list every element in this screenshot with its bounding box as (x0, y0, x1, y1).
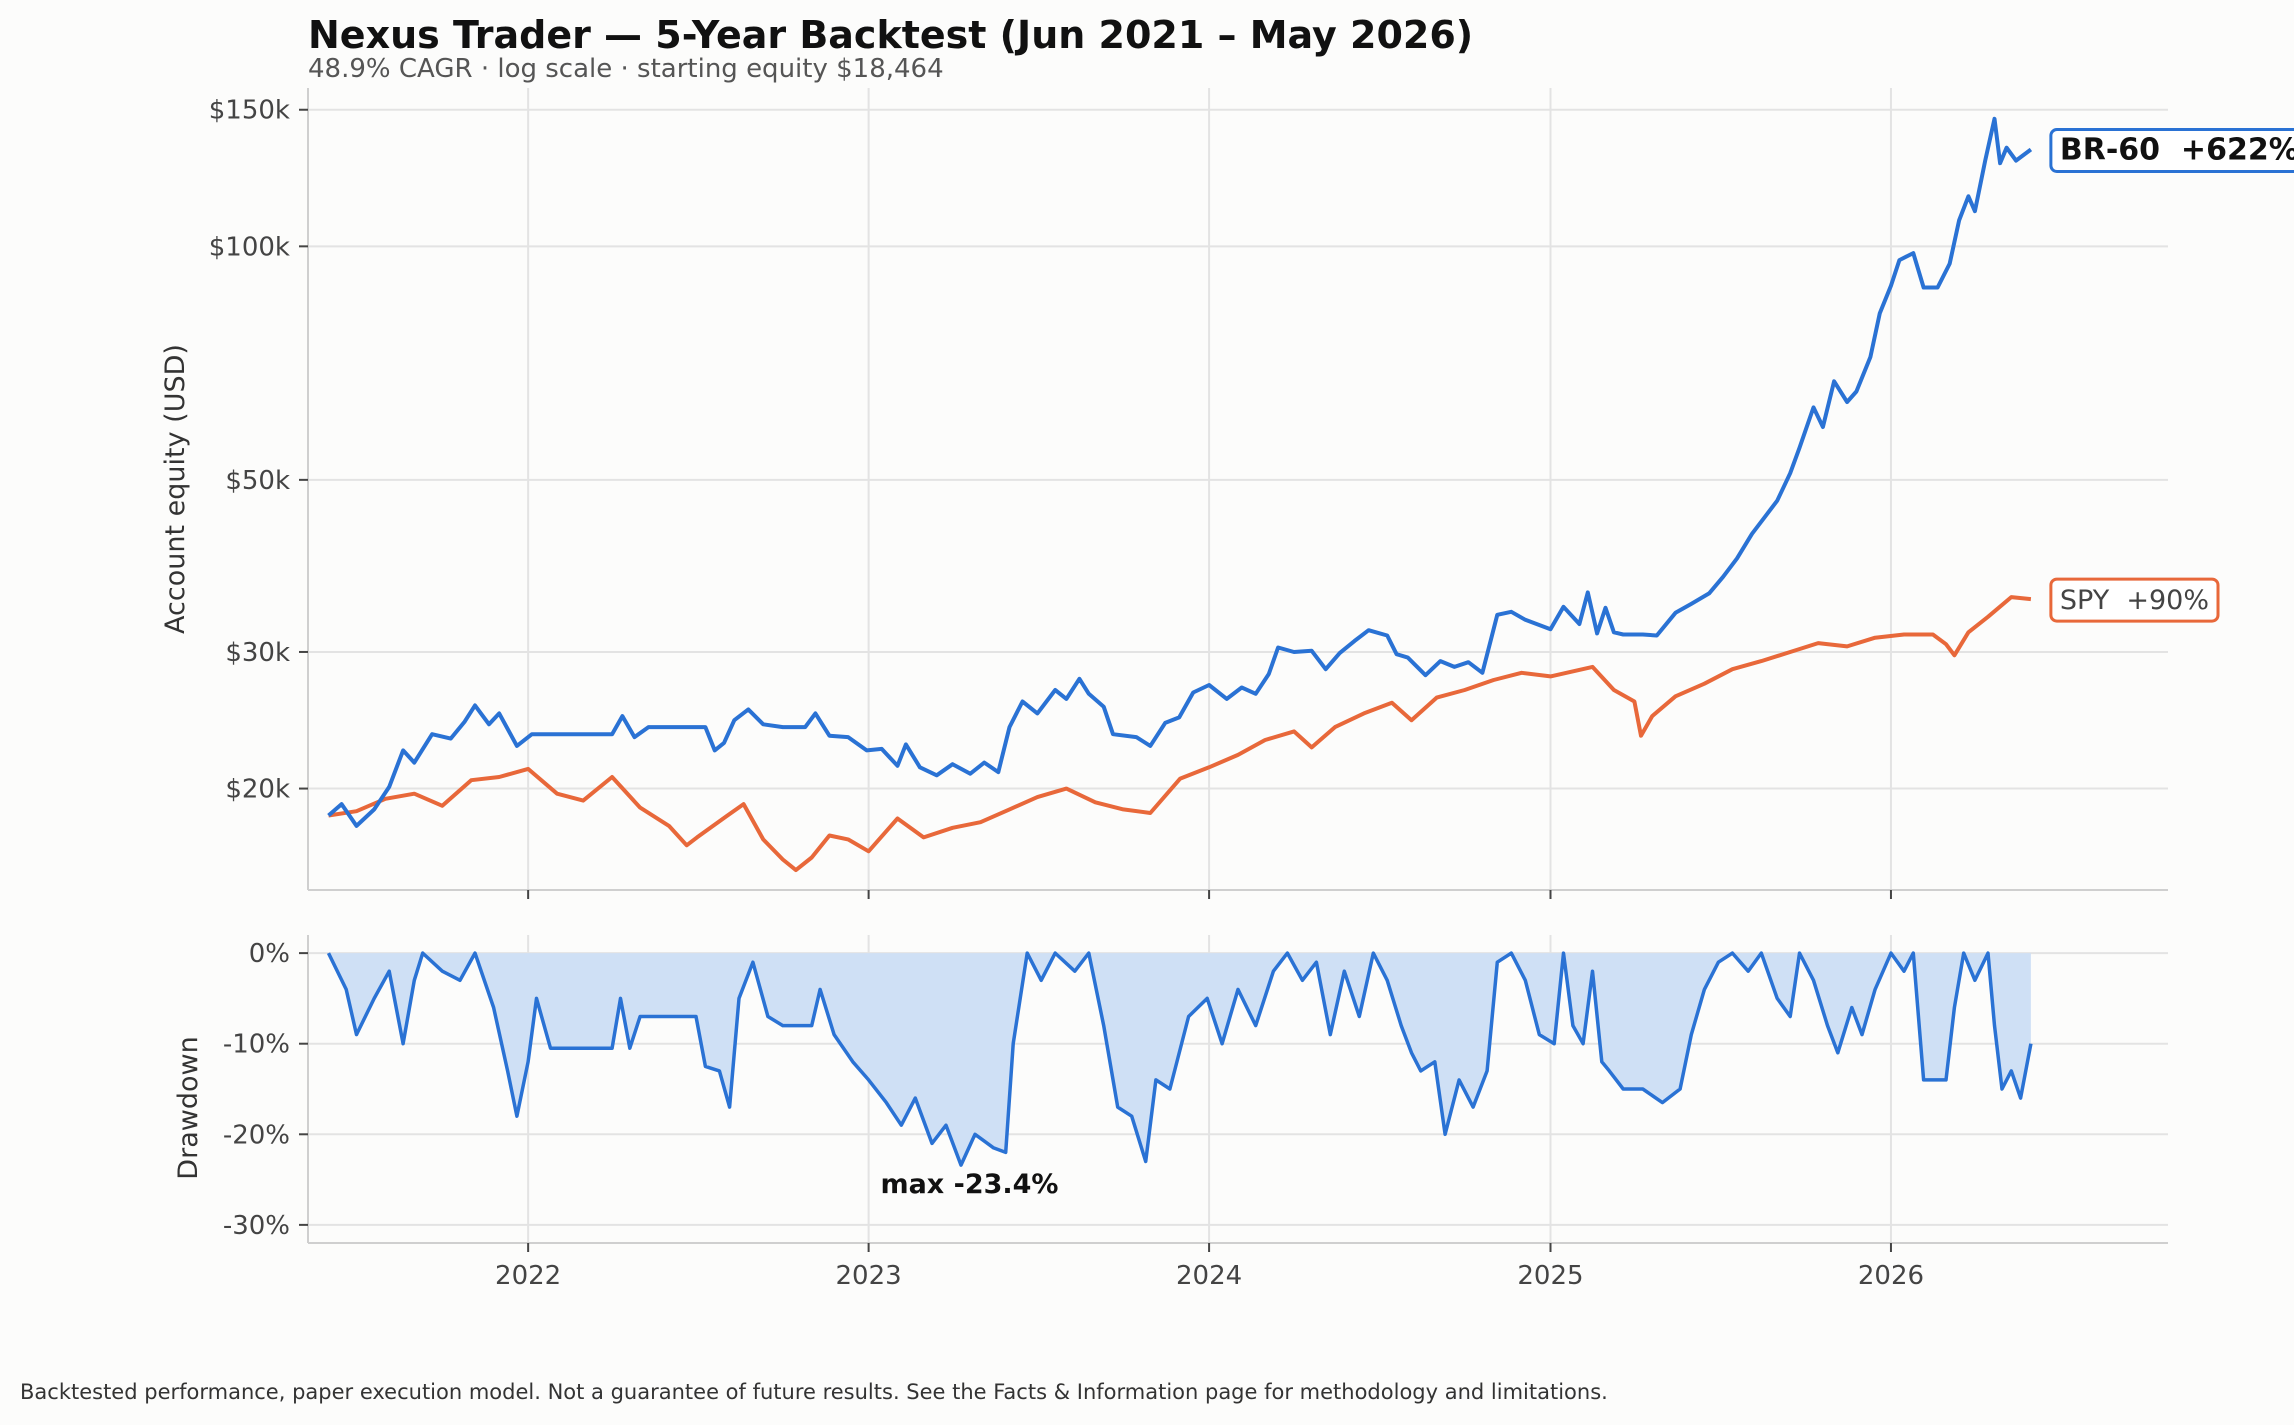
drawdown-area (328, 953, 2031, 1166)
equity-y-ticks: $20k $30k $50k $100k $150k (209, 96, 308, 805)
disclaimer-footer: Backtested performance, paper execution … (20, 1380, 1608, 1404)
strategy-end-label: BR-60 +622% (2060, 133, 2294, 168)
drawdown-series (326, 951, 2033, 1167)
strategy-equity-line (327, 116, 2033, 828)
benchmark-end-label-box (2049, 577, 2220, 623)
drawdown-y-ticks: 0% -10% -20% -30% (223, 939, 308, 1241)
drawdown-y-tick-label: -30% (223, 1211, 290, 1241)
benchmark-equity-line (328, 595, 2032, 873)
equity-y-tick-label: $150k (209, 96, 290, 126)
equity-y-tick-label: $50k (225, 466, 290, 496)
equity-panel: $20k $30k $50k $100k $150k Account equity (U… (160, 88, 2294, 899)
chart-subtitle: 48.9% CAGR · log scale · starting equity… (308, 54, 944, 84)
max-drawdown-annotation: max -23.4% (880, 1169, 1058, 1200)
series-end-labels: BR-60 +622% SPY +90% (2049, 128, 2294, 623)
equity-series (327, 116, 2033, 873)
x-tick-label: 2023 (836, 1261, 902, 1291)
drawdown-y-tick-label: -20% (223, 1120, 290, 1150)
x-tick-label: 2024 (1176, 1261, 1242, 1291)
x-axis-ticks: 2022 2023 2024 2025 2026 (495, 1243, 1924, 1291)
drawdown-panel: 0% -10% -20% -30% 2022 2023 2024 2025 2026 Draw… (173, 935, 2168, 1291)
equity-x-ticks (527, 890, 1892, 899)
chart-title: Nexus Trader — 5-Year Backtest (Jun 2021… (308, 13, 1473, 57)
drawdown-y-tick-label: 0% (249, 939, 290, 969)
x-tick-label: 2025 (1517, 1261, 1583, 1291)
drawdown-line (326, 951, 2033, 1167)
drawdown-y-axis-label: Drawdown (173, 1036, 204, 1179)
equity-y-axis-label: Account equity (USD) (160, 344, 191, 634)
equity-y-tick-label: $100k (209, 232, 290, 262)
x-tick-label: 2022 (495, 1261, 561, 1291)
equity-y-tick-label: $30k (225, 638, 290, 668)
equity-y-tick-label: $20k (225, 775, 290, 805)
benchmark-end-label: SPY +90% (2060, 585, 2209, 616)
equity-grid (308, 88, 2168, 890)
drawdown-y-tick-label: -10% (223, 1030, 290, 1060)
strategy-end-label-box (2049, 128, 2294, 174)
x-tick-label: 2026 (1858, 1261, 1924, 1291)
